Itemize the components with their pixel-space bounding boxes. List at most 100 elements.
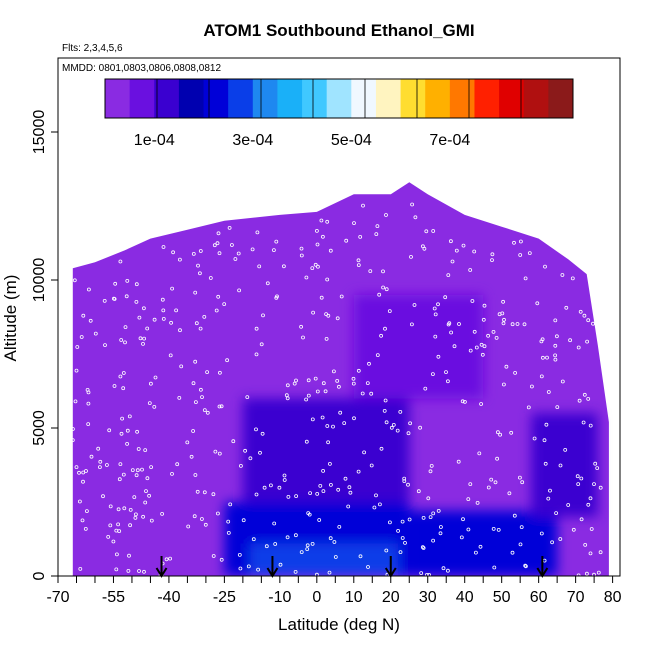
sample-point <box>205 410 210 415</box>
sample-point <box>321 381 326 386</box>
sample-point <box>112 296 116 301</box>
colorbar-swatch <box>351 79 377 118</box>
sample-point <box>189 454 194 459</box>
sample-point <box>148 381 153 386</box>
sample-point <box>119 431 124 436</box>
sample-point <box>482 303 487 308</box>
sample-point <box>121 371 126 375</box>
sample-point <box>595 466 600 471</box>
sample-point <box>89 454 94 459</box>
sample-point <box>566 503 571 507</box>
y-tick-label: 15000 <box>31 110 48 155</box>
colorbar-swatch <box>252 79 278 118</box>
sample-point <box>132 495 137 500</box>
sample-point <box>358 234 363 239</box>
sample-point <box>410 202 415 207</box>
sample-point <box>123 340 127 345</box>
sample-point <box>598 485 603 490</box>
sample-point <box>446 273 451 278</box>
sample-point <box>193 400 198 405</box>
sample-point <box>193 290 198 295</box>
sample-point <box>112 384 117 388</box>
sample-point <box>460 399 465 404</box>
sample-point <box>479 342 484 347</box>
sample-point <box>560 379 565 384</box>
sample-point <box>128 523 133 528</box>
colorbar-swatch <box>449 79 475 118</box>
sample-point <box>327 570 332 575</box>
sample-point <box>326 313 331 318</box>
colorbar-swatch <box>105 79 131 118</box>
sample-point <box>145 476 150 481</box>
sample-point <box>178 328 182 333</box>
sample-point <box>293 570 298 574</box>
sample-point <box>179 364 184 369</box>
sample-point <box>197 271 202 276</box>
sample-point <box>347 485 352 490</box>
sample-point <box>436 508 441 513</box>
sample-point <box>273 542 278 546</box>
sample-point <box>558 463 563 468</box>
sample-point <box>85 509 89 514</box>
sample-point <box>272 521 277 526</box>
sample-point <box>117 477 122 482</box>
sample-point <box>147 401 152 406</box>
x-tick-label: 30 <box>419 589 437 606</box>
sample-point <box>501 321 506 326</box>
sample-point <box>325 277 330 282</box>
sample-point <box>532 436 537 441</box>
sample-point <box>255 230 260 235</box>
sample-point <box>125 278 130 283</box>
sample-point <box>512 240 516 245</box>
x-tick-label: -40 <box>157 589 180 606</box>
sample-point <box>332 540 337 544</box>
sample-point <box>331 369 336 374</box>
sample-point <box>433 312 438 317</box>
sample-point <box>314 228 319 233</box>
sample-point <box>323 389 328 394</box>
sample-point <box>168 353 173 358</box>
sample-point <box>70 438 75 443</box>
sample-point <box>490 258 494 263</box>
sample-point <box>304 439 309 444</box>
sample-point <box>310 266 315 271</box>
sample-point <box>576 573 581 576</box>
sample-point <box>191 381 196 386</box>
sample-point <box>277 485 282 490</box>
sample-point <box>130 468 135 473</box>
sample-point <box>585 339 589 344</box>
sample-point <box>161 316 166 321</box>
sample-point <box>369 463 374 468</box>
sample-point <box>502 317 506 322</box>
sample-point <box>121 472 126 477</box>
colorbar-swatch <box>203 79 229 118</box>
sample-point <box>489 477 494 482</box>
sample-point <box>299 246 304 251</box>
sample-point <box>174 308 179 313</box>
sample-point <box>310 542 315 546</box>
sample-point <box>495 430 500 435</box>
sample-point <box>85 387 90 392</box>
sample-point <box>74 368 79 373</box>
sample-point <box>202 408 207 413</box>
sample-point <box>403 541 407 545</box>
sample-point <box>472 249 477 254</box>
sample-point <box>137 315 142 320</box>
sample-point <box>383 398 388 403</box>
sample-point <box>152 404 157 409</box>
sample-point <box>81 470 86 475</box>
sample-point <box>256 567 261 572</box>
sample-point <box>523 563 528 568</box>
sample-point <box>299 324 304 329</box>
sample-point <box>539 339 544 344</box>
sample-point <box>381 285 386 290</box>
sample-point <box>133 516 138 520</box>
sample-point <box>257 264 262 269</box>
sample-point <box>381 269 385 274</box>
sample-point <box>596 570 601 575</box>
sample-point <box>170 286 175 291</box>
sample-point <box>328 536 333 541</box>
sample-point <box>265 281 270 286</box>
sample-point <box>138 336 143 341</box>
sample-point <box>254 326 259 331</box>
